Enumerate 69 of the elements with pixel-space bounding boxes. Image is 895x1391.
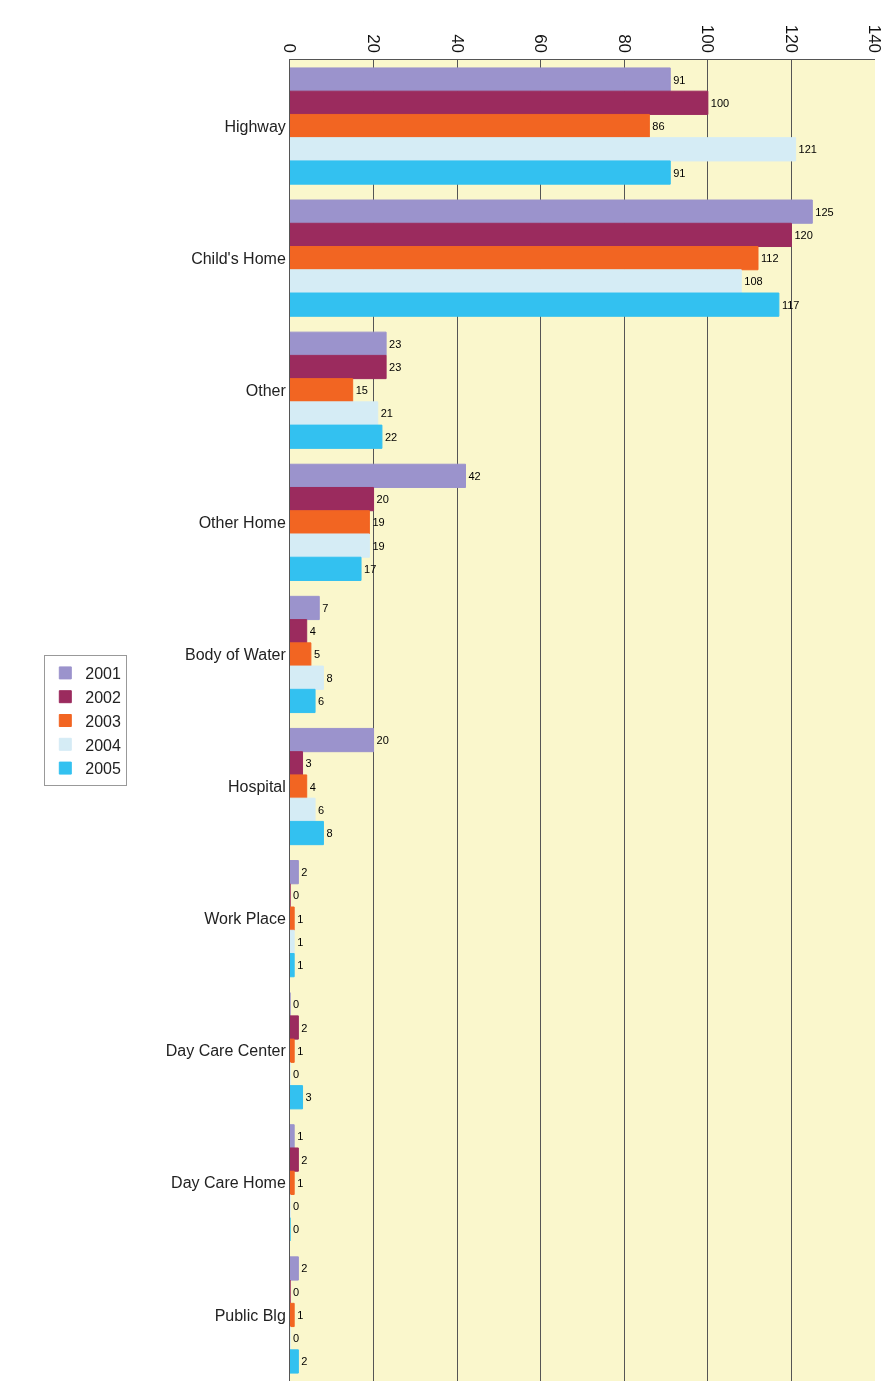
data-label: 7	[322, 601, 329, 614]
data-label: 0	[293, 1332, 300, 1345]
data-label: 0	[293, 889, 300, 902]
data-label: 1	[297, 1130, 304, 1143]
data-label: 2	[301, 1021, 308, 1034]
data-label: 1	[297, 1044, 304, 1057]
data-label: 2	[301, 1262, 308, 1275]
data-label: 1	[297, 959, 304, 972]
legend-label: 2001	[85, 665, 121, 683]
data-label: 0	[293, 1223, 300, 1236]
data-label: 23	[389, 337, 402, 350]
legend-label: 2002	[85, 688, 121, 706]
y-tick-label: Public Blg	[214, 1306, 286, 1324]
legend-label: 2003	[85, 712, 121, 730]
data-label: 100	[710, 96, 730, 109]
y-tick-label: Child's Home	[191, 249, 286, 267]
y-tick-label: Other Home	[198, 513, 286, 531]
data-label: 86	[652, 120, 665, 133]
data-label: 3	[305, 757, 312, 770]
data-label: 4	[309, 780, 316, 793]
data-label: 0	[293, 998, 300, 1011]
x-tick-label: 60	[531, 34, 551, 54]
y-tick-label: Day Care Center	[165, 1042, 287, 1060]
data-label: 6	[318, 803, 325, 816]
data-label: 108	[744, 275, 763, 288]
data-label: 20	[376, 734, 389, 747]
data-label: 1	[297, 1308, 304, 1321]
x-tick-label: 20	[364, 34, 384, 54]
data-label: 0	[293, 1200, 300, 1213]
data-label: 22	[384, 430, 398, 443]
data-label: 112	[761, 252, 779, 265]
data-label: 15	[355, 384, 368, 397]
legend-label: 2004	[85, 736, 121, 754]
data-label: 6	[318, 694, 325, 707]
data-label: 20	[376, 493, 389, 506]
data-label: 2	[301, 1355, 308, 1368]
data-label: 91	[673, 166, 686, 179]
y-tick-label: Other	[245, 381, 287, 399]
x-tick-label: 40	[447, 34, 467, 54]
x-tick-label: 100	[698, 24, 718, 54]
data-label: 5	[313, 648, 321, 661]
y-tick-label: Body of Water	[185, 646, 287, 664]
y-tick-label: Highway	[224, 117, 286, 135]
legend-label: 2005	[85, 760, 121, 778]
data-label: 21	[380, 407, 393, 420]
data-label: 125	[815, 205, 834, 218]
data-label: 0	[293, 1285, 300, 1298]
data-label: 121	[798, 143, 817, 156]
data-label: 42	[468, 469, 481, 482]
data-label: 91	[673, 73, 686, 86]
data-label: 1	[297, 912, 304, 925]
data-label: 120	[794, 228, 813, 241]
data-label: 2	[301, 1153, 308, 1166]
data-label: 8	[326, 671, 333, 684]
y-tick-label: Day Care Home	[171, 1174, 286, 1192]
x-tick-label: 120	[781, 24, 801, 54]
data-label: 4	[309, 625, 316, 638]
data-label: 0	[293, 1067, 300, 1080]
x-tick-label: 140	[865, 24, 885, 54]
data-label: 23	[389, 361, 402, 374]
y-tick-label: Work Place	[204, 910, 286, 928]
data-label: 3	[305, 1091, 312, 1104]
data-label: 1	[297, 1176, 304, 1189]
y-tick-label: Hospital	[227, 778, 286, 796]
x-tick-label: 0	[280, 43, 300, 54]
data-label: 8	[326, 827, 333, 840]
data-label: 1	[297, 935, 304, 948]
data-label: 2	[301, 866, 308, 879]
x-tick-label: 80	[614, 34, 634, 54]
